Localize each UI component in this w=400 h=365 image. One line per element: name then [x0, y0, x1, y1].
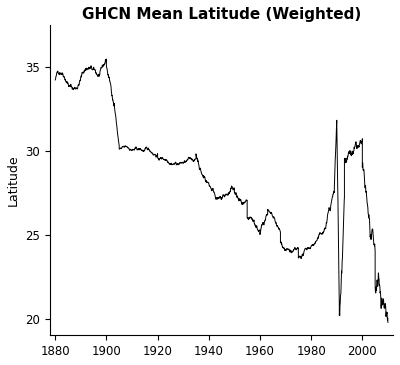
Y-axis label: Latitude: Latitude	[7, 154, 20, 206]
Title: GHCN Mean Latitude (Weighted): GHCN Mean Latitude (Weighted)	[82, 7, 361, 22]
